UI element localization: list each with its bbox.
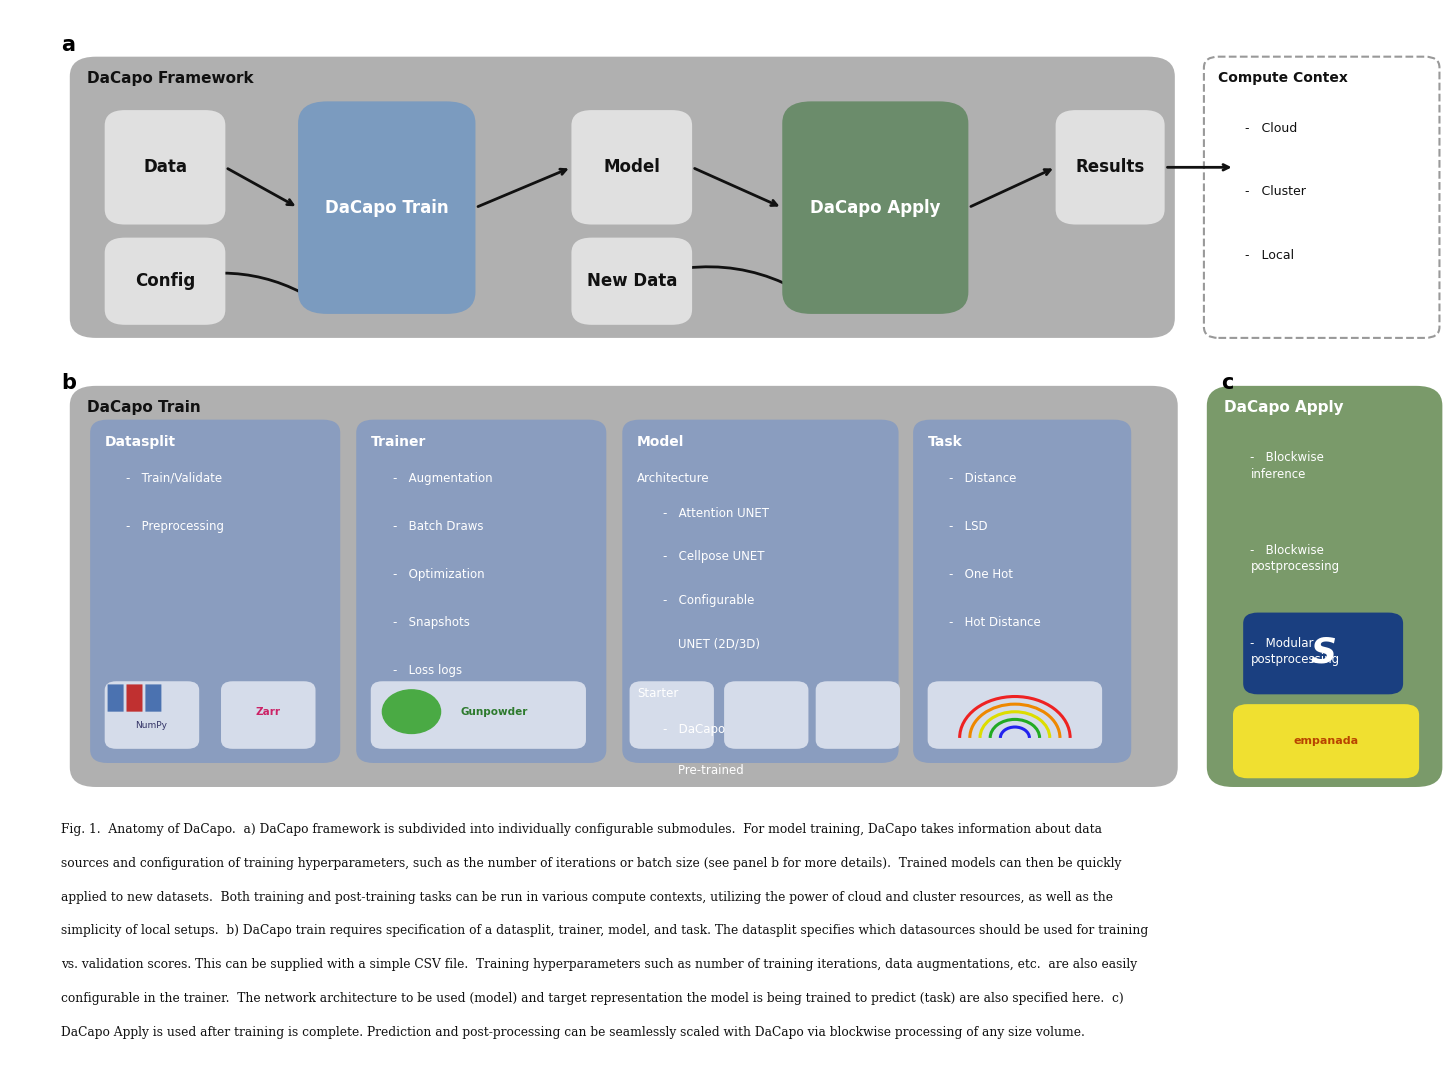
- Text: -   Modular
postprocessing: - Modular postprocessing: [1250, 637, 1339, 666]
- Text: -   Augmentation: - Augmentation: [393, 472, 493, 485]
- Text: New Data: New Data: [586, 272, 678, 290]
- Text: Data: Data: [142, 158, 188, 177]
- Text: -   Batch Draws: - Batch Draws: [393, 520, 483, 533]
- FancyBboxPatch shape: [70, 57, 1175, 338]
- Text: DaCapo Train: DaCapo Train: [87, 400, 201, 415]
- Text: -   Local: - Local: [1245, 249, 1294, 262]
- FancyBboxPatch shape: [928, 681, 1102, 749]
- Text: Starter: Starter: [637, 687, 678, 700]
- Text: -   Blockwise
inference: - Blockwise inference: [1250, 451, 1325, 481]
- Text: -   Snapshots: - Snapshots: [393, 616, 470, 629]
- Text: NumPy: NumPy: [135, 720, 167, 729]
- Text: Results: Results: [1076, 158, 1144, 177]
- Text: DaCapo Apply is used after training is complete. Prediction and post-processing : DaCapo Apply is used after training is c…: [61, 1026, 1085, 1039]
- FancyBboxPatch shape: [1233, 704, 1419, 778]
- FancyBboxPatch shape: [622, 420, 899, 763]
- FancyBboxPatch shape: [145, 685, 161, 712]
- Text: -   DaCapo: - DaCapo: [663, 723, 726, 736]
- Text: -   Distance: - Distance: [949, 472, 1016, 485]
- Text: sources and configuration of training hyperparameters, such as the number of ite: sources and configuration of training hy…: [61, 857, 1121, 870]
- Text: -   Attention UNET: - Attention UNET: [663, 507, 769, 520]
- FancyBboxPatch shape: [108, 685, 124, 712]
- FancyBboxPatch shape: [90, 420, 340, 763]
- FancyBboxPatch shape: [724, 681, 808, 749]
- Text: b: b: [61, 373, 76, 392]
- Text: c: c: [1221, 373, 1234, 392]
- FancyBboxPatch shape: [1204, 57, 1439, 338]
- Text: Config: Config: [135, 272, 195, 290]
- Text: -   Loss logs: - Loss logs: [393, 664, 462, 677]
- Text: empanada: empanada: [1294, 736, 1358, 747]
- FancyBboxPatch shape: [782, 101, 968, 314]
- Text: -   Cellpose UNET: - Cellpose UNET: [663, 550, 765, 564]
- Text: vs. validation scores. This can be supplied with a simple CSV file.  Training hy: vs. validation scores. This can be suppl…: [61, 958, 1137, 971]
- Text: -   COSEM: - COSEM: [663, 806, 721, 819]
- FancyBboxPatch shape: [126, 685, 142, 712]
- FancyBboxPatch shape: [913, 420, 1131, 763]
- FancyBboxPatch shape: [371, 681, 586, 749]
- Text: Gunpowder: Gunpowder: [461, 706, 528, 716]
- FancyBboxPatch shape: [356, 420, 606, 763]
- FancyBboxPatch shape: [221, 681, 316, 749]
- Text: Fig. 1.  Anatomy of DaCapo.  a) DaCapo framework is subdivided into individually: Fig. 1. Anatomy of DaCapo. a) DaCapo fra…: [61, 823, 1102, 836]
- Text: UNET (2D/3D): UNET (2D/3D): [663, 638, 760, 651]
- FancyBboxPatch shape: [571, 110, 692, 225]
- FancyBboxPatch shape: [105, 110, 225, 225]
- FancyBboxPatch shape: [105, 681, 199, 749]
- Text: Compute Contex: Compute Contex: [1218, 71, 1348, 85]
- Text: -   Hot Distance: - Hot Distance: [949, 616, 1041, 629]
- Text: simplicity of local setups.  b) DaCapo train requires specification of a dataspl: simplicity of local setups. b) DaCapo tr…: [61, 924, 1149, 937]
- FancyBboxPatch shape: [571, 238, 692, 325]
- Text: -   LSD: - LSD: [949, 520, 989, 533]
- Text: Model: Model: [637, 435, 685, 449]
- Text: -   Cluster: - Cluster: [1245, 185, 1306, 198]
- FancyBboxPatch shape: [70, 386, 1178, 787]
- Text: DaCapo Apply: DaCapo Apply: [810, 198, 941, 217]
- Text: Architecture: Architecture: [637, 472, 710, 485]
- FancyBboxPatch shape: [298, 101, 475, 314]
- FancyBboxPatch shape: [1207, 386, 1442, 787]
- Text: -   Preprocessing: - Preprocessing: [126, 520, 224, 533]
- FancyBboxPatch shape: [816, 681, 900, 749]
- Text: S: S: [1310, 635, 1336, 670]
- FancyBboxPatch shape: [1243, 613, 1403, 694]
- Text: -   Train/Validate: - Train/Validate: [126, 472, 222, 485]
- Text: DaCapo Framework: DaCapo Framework: [87, 71, 254, 86]
- Circle shape: [382, 690, 441, 734]
- FancyBboxPatch shape: [1056, 110, 1165, 225]
- Text: configurable in the trainer.  The network architecture to be used (model) and ta: configurable in the trainer. The network…: [61, 992, 1124, 1005]
- Text: -   Cloud: - Cloud: [1245, 122, 1297, 135]
- Text: Zarr: Zarr: [254, 706, 281, 716]
- Text: -   One Hot: - One Hot: [949, 568, 1013, 581]
- Text: -   Optimization: - Optimization: [393, 568, 484, 581]
- Text: Model: Model: [603, 158, 660, 177]
- Text: -   Blockwise
postprocessing: - Blockwise postprocessing: [1250, 544, 1339, 573]
- Text: Pre-trained: Pre-trained: [663, 764, 744, 777]
- Text: applied to new datasets.  Both training and post-training tasks can be run in va: applied to new datasets. Both training a…: [61, 891, 1114, 904]
- FancyBboxPatch shape: [105, 238, 225, 325]
- Text: a: a: [61, 35, 76, 54]
- Text: -   Configurable: - Configurable: [663, 594, 755, 607]
- Text: Datasplit: Datasplit: [105, 435, 176, 449]
- FancyBboxPatch shape: [630, 681, 714, 749]
- Text: Task: Task: [928, 435, 963, 449]
- Text: DaCapo Train: DaCapo Train: [324, 198, 449, 217]
- Text: Trainer: Trainer: [371, 435, 426, 449]
- Text: DaCapo Apply: DaCapo Apply: [1224, 400, 1343, 415]
